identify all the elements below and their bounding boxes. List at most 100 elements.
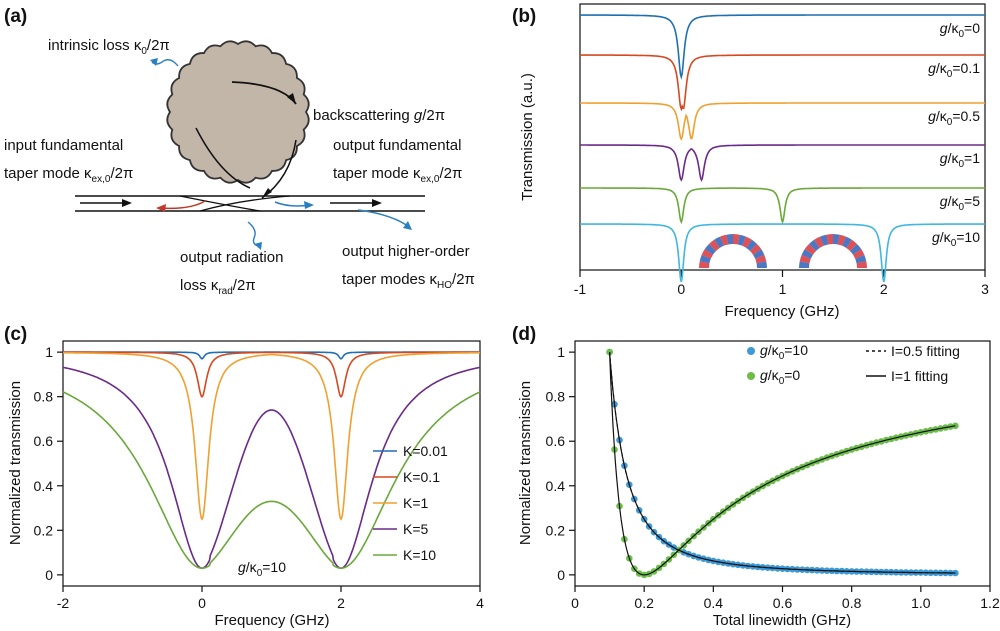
output-fundamental-text: output fundamental <box>333 137 461 154</box>
inset-mode-segment <box>833 234 840 245</box>
panel-c-frame <box>62 340 481 587</box>
panel-d-legend: g/κ0=10 g/κ0=0 I=0.5 fitting I=1 fitting <box>747 342 960 387</box>
standing-wave-insets <box>699 234 867 268</box>
d-legend-label: g/κ0=0 <box>760 367 800 387</box>
panel-c-ticks: -2 0 2 400.20.40.60.81 <box>34 344 485 611</box>
c-xtick-label: 2 <box>337 595 345 611</box>
output-radiation-text: output radiation <box>180 249 283 266</box>
c-ytick-label: 1 <box>45 344 53 360</box>
input-arrowhead <box>122 199 132 207</box>
panel-b-curve-labels: g/κ0=0 g/κ0=0.1 g/κ0=0.5 g/κ0=1 g/κ0=5 g/κ0=1… <box>928 20 980 249</box>
c-xtick-label: 0 <box>198 595 206 611</box>
d-xtick-label: 1.2 <box>980 595 1000 611</box>
d-legend-label-fit1: I=1 fitting <box>891 368 948 384</box>
d-ytick-label: 0.2 <box>546 522 566 538</box>
b-curve-label-5: g/κ0=10 <box>932 229 980 249</box>
inset-mode-segment <box>799 261 810 268</box>
d-ytick-label: 0.4 <box>546 478 566 494</box>
c-legend-label: K=0.1 <box>403 469 440 485</box>
d-xtick-label: 1.0 <box>911 595 931 611</box>
higher-order-arrowhead <box>403 221 412 230</box>
c-legend-label: K=0.01 <box>403 443 448 459</box>
d-fit-blue-dashed <box>609 352 956 574</box>
c-xtick-label: 4 <box>476 595 484 611</box>
inset-mode-segment <box>704 244 716 255</box>
d-legend-label: g/κ0=10 <box>760 342 808 362</box>
c-ytick-label: 0.2 <box>34 522 54 538</box>
inset-mode-segment <box>750 244 762 255</box>
inset-mode-segment <box>755 255 767 264</box>
inset-mode-segment <box>701 249 713 259</box>
intrinsic-loss-text: intrinsic loss κ0/2π <box>48 37 170 57</box>
b-curve-4 <box>580 187 985 225</box>
d-xtick-label: 0.8 <box>842 595 862 611</box>
inset-mode-segment <box>855 255 867 264</box>
arrowhead-top <box>287 93 296 104</box>
output-arrowhead <box>372 199 382 207</box>
b-curve-label-4: g/κ0=5 <box>940 193 980 213</box>
c-xtick-label: -2 <box>57 595 70 611</box>
backscattering-text: backscattering g/2π <box>313 107 445 124</box>
coupling-curve-1 <box>179 195 261 212</box>
b-xtick-label: 3 <box>981 281 989 297</box>
inset-mode-segment <box>733 234 740 245</box>
c-curve-K=1 <box>63 351 480 521</box>
coupling-curve-2 <box>199 195 291 212</box>
panel-d-ylabel: Normalized transmission <box>517 381 534 545</box>
inset-mode-segment <box>842 236 852 248</box>
b-curve-label-1: g/κ0=0.1 <box>928 60 980 80</box>
output-taper-mode-text: taper mode κex,0/2π <box>333 165 462 185</box>
panel-a-label: (a) <box>4 6 27 27</box>
panel-d-curves <box>606 348 959 579</box>
panel-c-xlabel: Frequency (GHz) <box>214 612 329 629</box>
d-ytick-label: 0 <box>557 567 565 583</box>
radiation-loss-text: loss κrad/2π <box>180 277 256 297</box>
b-xtick-label: 2 <box>880 281 888 297</box>
backscatter-arrow-left <box>195 127 251 189</box>
inset-mode-segment <box>826 234 833 245</box>
c-legend-label: K=1 <box>403 495 429 511</box>
panel-c-legend: K=0.01 K=0.1 K=1 K=5 K=10 <box>373 443 448 563</box>
c-legend-label: K=5 <box>403 521 429 537</box>
transmitted-blue-arrowhead <box>304 201 314 209</box>
inset-mode-segment <box>856 261 867 268</box>
panel-b-xlabel: Frequency (GHz) <box>724 303 839 320</box>
inset-mode-segment <box>804 244 816 255</box>
b-curve-5 <box>580 223 985 283</box>
microresonator-disk <box>166 40 310 184</box>
d-legend-label-fit05: I=0.5 fitting <box>891 343 960 359</box>
inset-mode-segment <box>699 261 710 268</box>
inset-mode-segment <box>714 236 724 248</box>
d-xtick-label: 0.2 <box>634 595 654 611</box>
higher-order-modes-text: taper modes κHO/2π <box>342 271 475 291</box>
c-legend-label: K=10 <box>403 547 436 563</box>
inset-mode-segment <box>709 239 720 251</box>
input-taper-mode-text: taper mode κex,0/2π <box>4 165 133 185</box>
inset-mode-segment <box>820 234 829 246</box>
inset-mode-segment <box>746 239 757 251</box>
inset-mode-segment <box>742 236 752 248</box>
output-higher-order-text: output higher-order <box>342 243 470 260</box>
d-xtick-label: 0.4 <box>704 595 724 611</box>
panel-a: (a) intrinsic loss κ <box>4 6 475 297</box>
inset-mode-segment <box>837 234 846 246</box>
panel-c-curves <box>62 351 481 570</box>
inset-mode-segment <box>699 255 711 264</box>
panel-b-xticks: -1 0 1 2 3 <box>574 270 989 297</box>
d-legend-marker <box>747 372 755 380</box>
panel-c-ylabel: Normalized transmission <box>7 381 24 545</box>
panel-c-label: (c) <box>4 324 27 345</box>
d-fit-green <box>609 352 956 576</box>
d-ytick-label: 0.8 <box>546 389 566 405</box>
panel-c-annotation: g/κ0=10 <box>238 559 286 579</box>
b-curve-label-2: g/κ0=0.5 <box>928 108 980 128</box>
intrinsic-loss-arrowhead <box>150 58 158 66</box>
c-curve-K=10 <box>62 391 481 569</box>
inset-mode-segment <box>850 244 862 255</box>
b-curve-3 <box>580 144 985 182</box>
inset-mode-segment <box>720 234 729 246</box>
inset-mode-segment <box>814 236 824 248</box>
d-legend-marker <box>747 347 755 355</box>
c-ytick-label: 0.4 <box>34 478 54 494</box>
inset-mode-segment <box>737 234 746 246</box>
